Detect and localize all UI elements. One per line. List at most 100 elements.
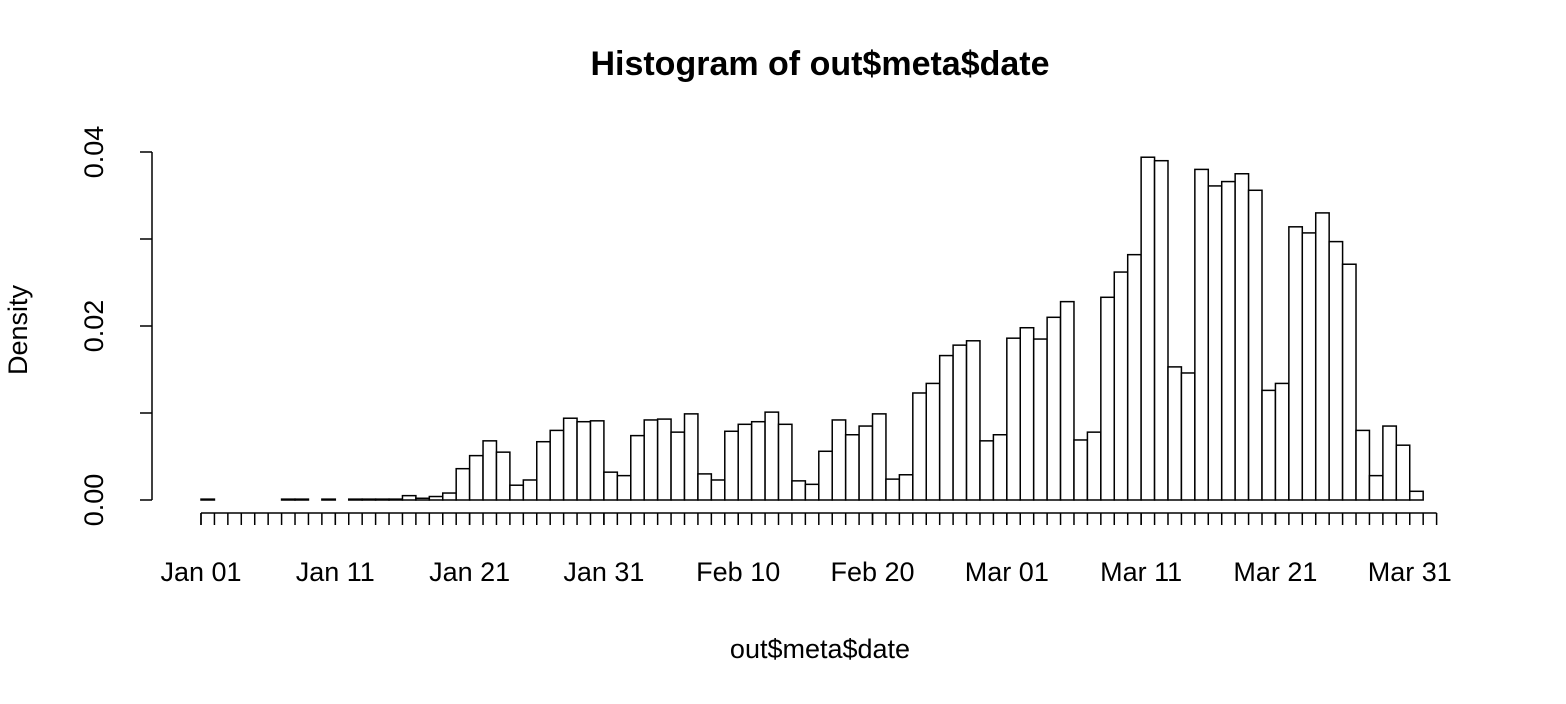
bar	[361, 498, 377, 501]
bar	[522, 479, 538, 501]
y-tick-label: 0.00	[79, 474, 109, 527]
bar	[804, 483, 820, 501]
bar	[912, 392, 927, 501]
bar	[1314, 212, 1330, 501]
bar	[858, 425, 874, 501]
bar	[495, 451, 511, 501]
bar	[885, 478, 901, 501]
bar	[1368, 474, 1384, 501]
bar	[777, 423, 793, 501]
bar	[321, 498, 337, 501]
bar	[630, 434, 645, 501]
bar	[1006, 337, 1022, 501]
bar	[415, 497, 431, 501]
bar	[1032, 338, 1048, 501]
bar	[482, 440, 498, 501]
bar	[1341, 263, 1357, 501]
bar	[992, 434, 1008, 501]
x-tick-label: Feb 10	[696, 557, 780, 587]
bar	[1126, 253, 1142, 501]
x-tick-label: Jan 11	[296, 557, 375, 587]
bar	[1234, 173, 1250, 501]
x-axis-label: out$meta$date	[730, 634, 910, 664]
x-tick-label: Jan 31	[563, 557, 644, 587]
y-tick-label: 0.02	[79, 300, 109, 353]
bar	[724, 430, 739, 501]
bar	[1395, 444, 1411, 501]
bar	[979, 440, 995, 501]
bar	[710, 479, 726, 501]
x-tick-label: Mar 01	[965, 557, 1049, 587]
bar	[898, 474, 914, 501]
x-tick-label: Jan 21	[429, 557, 510, 587]
bar	[468, 454, 484, 501]
bar	[441, 492, 457, 501]
bar	[536, 440, 551, 501]
bar	[1153, 159, 1169, 501]
bar	[589, 420, 605, 501]
bar	[455, 467, 471, 501]
bar	[965, 340, 981, 501]
bar	[1220, 180, 1236, 501]
bar	[764, 411, 780, 501]
bar	[1355, 429, 1371, 501]
bar	[1382, 425, 1398, 501]
bar	[616, 474, 632, 501]
bar	[844, 434, 860, 501]
bar	[562, 417, 578, 501]
bar	[1274, 382, 1290, 501]
bar	[938, 354, 954, 501]
bar	[1113, 271, 1129, 501]
bar	[603, 471, 619, 501]
bar	[643, 419, 659, 501]
y-tick-label: 0.04	[79, 126, 109, 179]
bar	[1288, 226, 1304, 501]
bar	[1180, 372, 1196, 501]
x-tick-label: Mar 31	[1368, 557, 1452, 587]
bar	[1046, 316, 1062, 501]
bar	[750, 420, 766, 501]
x-tick-label: Jan 01	[160, 557, 241, 587]
bar	[952, 344, 968, 501]
bar	[1194, 168, 1210, 501]
bar	[1100, 296, 1116, 501]
bar	[428, 495, 444, 501]
x-tick-label: Mar 11	[1100, 557, 1182, 587]
bar	[1408, 490, 1424, 501]
bar	[1328, 240, 1344, 501]
y-axis-label: Density	[3, 284, 33, 375]
bar	[925, 382, 941, 501]
bar	[871, 413, 887, 501]
bar	[374, 498, 390, 501]
bar	[294, 498, 310, 501]
bar	[1073, 439, 1089, 501]
bar	[509, 484, 525, 501]
bar	[791, 480, 807, 501]
bar	[1140, 156, 1156, 501]
bar	[347, 498, 363, 501]
x-tick-label: Mar 21	[1233, 557, 1317, 587]
bar	[697, 473, 713, 501]
bar	[670, 431, 686, 501]
bar	[683, 413, 699, 501]
bar	[1059, 300, 1075, 501]
bar	[280, 498, 296, 501]
bar	[388, 498, 404, 501]
bar	[200, 498, 216, 501]
bar	[1019, 326, 1035, 501]
bar	[549, 429, 565, 501]
bar	[1167, 366, 1183, 501]
bar	[818, 450, 833, 501]
bar	[1261, 389, 1277, 501]
bar	[1301, 232, 1317, 501]
chart-title: Histogram of out$meta$date	[590, 45, 1049, 83]
bar	[401, 494, 417, 501]
bar	[831, 419, 847, 501]
bar	[737, 423, 753, 501]
bar	[576, 420, 592, 501]
bar	[656, 418, 672, 501]
bar	[1207, 185, 1223, 501]
bar	[1247, 189, 1263, 501]
x-tick-label: Feb 20	[830, 557, 914, 587]
